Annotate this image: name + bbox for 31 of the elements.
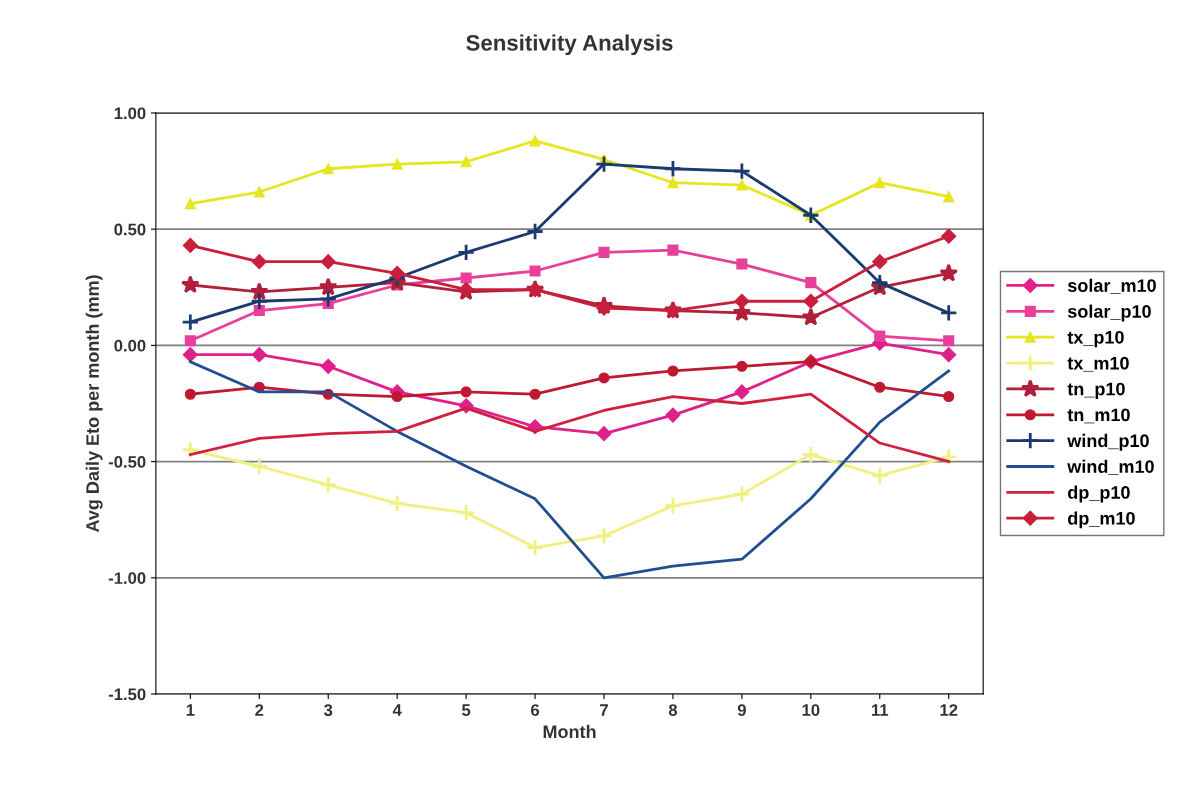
legend-label: tx_m10: [1067, 356, 1129, 372]
x-tick-label: 11: [872, 704, 889, 716]
y-tick-label: -0.50: [108, 456, 146, 468]
x-axis-title: Month: [543, 724, 596, 739]
x-tick-label: 7: [600, 704, 608, 716]
legend-label: wind_p10: [1067, 433, 1149, 451]
y-axis-title: Avg Daily Eto per month (mm): [85, 275, 103, 533]
x-tick-label: 1: [186, 704, 195, 716]
legend-label: solar_m10: [1067, 278, 1156, 295]
x-tick-label: 12: [940, 704, 958, 716]
legend-label: dp_m10: [1068, 511, 1135, 529]
y-tick-label: 0.50: [114, 223, 146, 236]
x-tick-label: 3: [323, 704, 333, 717]
y-tick-label: -1.50: [108, 688, 146, 701]
legend-label: dp_p10: [1068, 485, 1130, 503]
y-tick-label: -1.00: [108, 572, 146, 585]
x-tick-label: 8: [668, 704, 678, 716]
y-tick-label: 1.00: [114, 107, 146, 120]
x-tick-label: 10: [802, 704, 820, 716]
legend-label: tx_p10: [1067, 330, 1124, 348]
legend-label: tn_m10: [1067, 408, 1130, 424]
y-tick-label: 0.00: [114, 339, 146, 352]
x-tick-label: 5: [461, 704, 471, 716]
legend-label: solar_p10: [1067, 304, 1151, 322]
x-tick-label: 9: [737, 704, 746, 716]
x-tick-label: 4: [392, 704, 402, 716]
legend-label: tn_p10: [1067, 382, 1125, 399]
chart-title: Sensitivity Analysis: [466, 34, 673, 56]
x-tick-label: 6: [531, 704, 540, 716]
x-tick-label: 2: [255, 704, 264, 716]
legend-label: wind_m10: [1067, 459, 1154, 476]
